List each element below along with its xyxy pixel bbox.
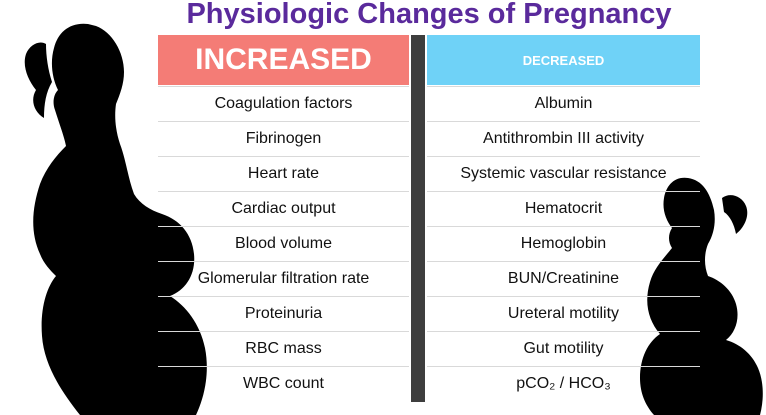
decreased-item: Ureteral motility (427, 296, 700, 331)
increased-item: Glomerular filtration rate (158, 261, 409, 296)
increased-item: Blood volume (158, 226, 409, 261)
pregnant-woman-silhouette-small-icon (640, 177, 763, 415)
decreased-item: Gut motility (427, 331, 700, 366)
page-title: Physiologic Changes of Pregnancy (186, 0, 672, 30)
increased-item: WBC count (158, 366, 409, 401)
increased-item: RBC mass (158, 331, 409, 366)
increased-item: Coagulation factors (158, 86, 409, 121)
increased-item: Heart rate (158, 156, 409, 191)
increased-column: Coagulation factors Fibrinogen Heart rat… (158, 86, 409, 401)
comparison-table: INCREASED DECREASED Coagulation factors … (158, 35, 700, 402)
increased-item: Fibrinogen (158, 121, 409, 156)
decreased-column: Albumin Antithrombin III activity System… (427, 86, 700, 401)
increased-header: INCREASED (158, 35, 409, 85)
pregnant-woman-silhouette-large-icon (24, 23, 207, 415)
decreased-item: BUN/Creatinine (427, 261, 700, 296)
increased-item: Proteinuria (158, 296, 409, 331)
column-divider (411, 35, 425, 402)
decreased-item: Hemoglobin (427, 226, 700, 261)
decreased-item: Systemic vascular resistance (427, 156, 700, 191)
decreased-item: Albumin (427, 86, 700, 121)
increased-item: Cardiac output (158, 191, 409, 226)
decreased-item: Antithrombin III activity (427, 121, 700, 156)
decreased-header: DECREASED (427, 35, 700, 85)
decreased-item: Hematocrit (427, 191, 700, 226)
decreased-item: pCO₂ / HCO₃ (427, 366, 700, 401)
